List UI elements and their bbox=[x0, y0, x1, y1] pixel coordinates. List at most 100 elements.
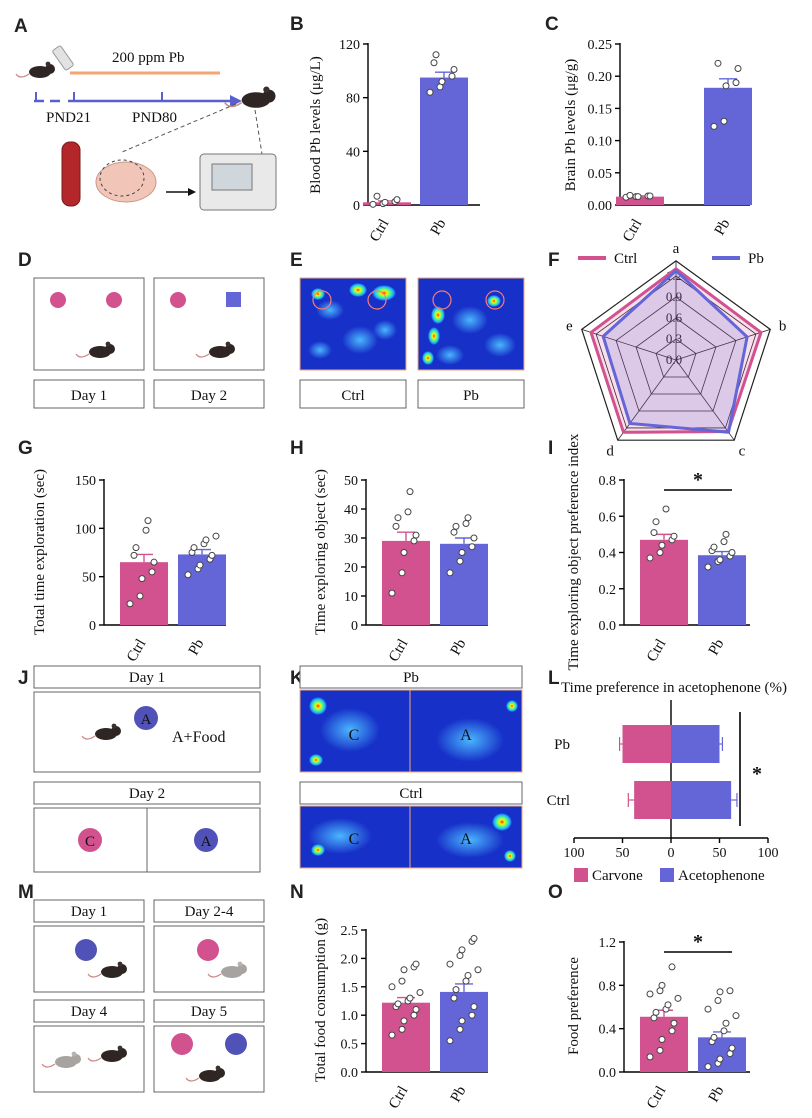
data-point bbox=[458, 549, 466, 556]
data-point bbox=[664, 1001, 672, 1009]
data-point bbox=[142, 526, 150, 534]
data-point bbox=[670, 532, 678, 540]
data-point bbox=[138, 575, 146, 583]
radar-ring-label: 0.6 bbox=[666, 310, 683, 325]
data-point bbox=[646, 554, 654, 562]
data-point bbox=[144, 517, 152, 525]
data-point bbox=[710, 122, 718, 130]
bar-acetophenone-ctrl bbox=[671, 781, 732, 819]
panel-label-i: I bbox=[548, 438, 553, 459]
label-day1: Day 1 bbox=[71, 388, 107, 404]
data-point bbox=[656, 1046, 664, 1054]
heat-hotspot bbox=[492, 813, 512, 831]
data-point bbox=[710, 1033, 718, 1041]
x-tick-label: 100 bbox=[758, 846, 779, 861]
chart-n: 0.0 0.5 1.0 1.5 2.0 2.5 Ctrl Pb Total food consu… bbox=[313, 918, 488, 1112]
bar-carvone-ctrl bbox=[634, 781, 671, 819]
data-point bbox=[202, 536, 210, 544]
panel-label-l: L bbox=[548, 668, 560, 689]
panel-label-g: G bbox=[18, 438, 33, 459]
data-point bbox=[150, 558, 158, 566]
y-tick-label: 80 bbox=[346, 92, 360, 107]
y-tick-label: 0.4 bbox=[599, 547, 617, 562]
panel-e-heatmaps: Ctrl Pb bbox=[299, 277, 525, 409]
mouse-icon bbox=[15, 60, 56, 79]
significance-star: * bbox=[752, 763, 762, 785]
radar-outer-ring bbox=[581, 260, 771, 441]
chart-h: 0 10 20 30 40 50 Ctrl Pb Time exploring object (… bbox=[313, 469, 488, 665]
data-point bbox=[369, 200, 377, 208]
data-point bbox=[450, 65, 458, 73]
object-blue-square bbox=[226, 292, 241, 307]
data-point bbox=[438, 78, 446, 86]
data-point bbox=[406, 488, 414, 496]
data-point bbox=[388, 589, 396, 597]
heat-blob bbox=[436, 822, 504, 858]
x-tick-label: Pb bbox=[706, 636, 728, 658]
radar-axis-label: d bbox=[606, 444, 614, 460]
x-tick-label: Ctrl bbox=[367, 216, 393, 244]
y-tick-label: 0.8 bbox=[599, 474, 617, 489]
significance-star: * bbox=[693, 931, 703, 953]
data-point bbox=[728, 549, 736, 556]
data-point bbox=[458, 946, 466, 954]
data-point bbox=[658, 1036, 666, 1043]
zone-c-label: C bbox=[349, 727, 360, 744]
y-tick-label: 30 bbox=[344, 532, 358, 547]
data-point bbox=[732, 1012, 740, 1020]
heat-blob bbox=[308, 341, 332, 359]
data-point bbox=[406, 994, 414, 1002]
radar-spoke bbox=[675, 359, 735, 441]
data-point bbox=[410, 1011, 418, 1019]
data-point bbox=[634, 193, 642, 201]
data-point bbox=[196, 561, 204, 569]
radar-grid-ring bbox=[615, 296, 737, 412]
data-point bbox=[464, 971, 472, 979]
y-axis-label: Food preference bbox=[566, 957, 582, 1055]
data-point bbox=[464, 514, 472, 522]
radar-ring-label: 0.3 bbox=[666, 331, 682, 346]
y-tick-label: 0 bbox=[353, 199, 360, 214]
data-point bbox=[626, 191, 634, 199]
heat-hotspot bbox=[431, 306, 445, 324]
data-point bbox=[658, 981, 666, 989]
label-box-day1 bbox=[33, 379, 145, 409]
data-point bbox=[398, 977, 406, 985]
bar-ctrl bbox=[640, 1016, 688, 1072]
dashed-link-2 bbox=[254, 109, 263, 155]
chart-g: 0 50 100 150 Ctrl Pb Total time exploration (s… bbox=[32, 469, 226, 665]
heat-hotspot bbox=[428, 327, 440, 345]
heat-hotspot bbox=[309, 697, 327, 715]
data-point bbox=[652, 518, 660, 526]
data-point bbox=[456, 952, 464, 960]
y-tick-label: 0.10 bbox=[588, 135, 613, 150]
arena-day1 bbox=[33, 691, 261, 773]
label-box-day4 bbox=[33, 999, 145, 1023]
data-point bbox=[450, 994, 458, 1002]
object-a-label: A bbox=[141, 712, 152, 728]
y-tick-label: 2.5 bbox=[341, 924, 359, 939]
label-box-day2 bbox=[153, 379, 265, 409]
data-point bbox=[728, 1044, 736, 1052]
object-c bbox=[78, 828, 102, 852]
object-zone bbox=[312, 290, 332, 310]
object-pink bbox=[50, 292, 66, 308]
data-point bbox=[132, 544, 140, 552]
y-tick-label: 1.5 bbox=[341, 981, 359, 996]
label-box-day1 bbox=[33, 899, 145, 923]
object-pink-2 bbox=[106, 292, 122, 308]
data-point bbox=[208, 551, 216, 559]
y-axis-label: Time exploring object preference index bbox=[566, 433, 582, 670]
data-point bbox=[734, 64, 742, 72]
x-tick-label: 100 bbox=[564, 846, 585, 861]
panel-label-b: B bbox=[290, 14, 304, 35]
data-point bbox=[432, 51, 440, 59]
bar-pb bbox=[440, 543, 488, 625]
y-tick-label: 0 bbox=[351, 619, 358, 634]
data-point bbox=[704, 1005, 712, 1013]
process-arrowhead bbox=[188, 188, 196, 196]
label-box-day2-4 bbox=[153, 899, 265, 923]
y-tick-label: 0.0 bbox=[599, 619, 617, 634]
